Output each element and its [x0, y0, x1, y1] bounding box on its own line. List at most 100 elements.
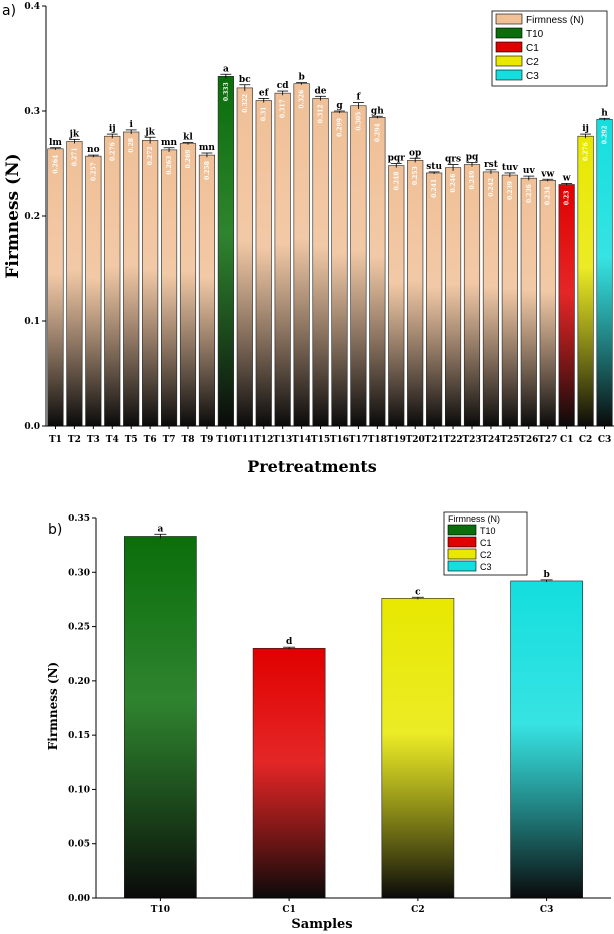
a-value-label-t14: 0.326	[299, 90, 306, 109]
panel-a-x-ticks: T1 T2 T3 T4 T5 T6 T7 T8 T9 T10 T11 T12 T13 T14 T15 T16 T…	[49, 426, 611, 445]
a-y-tick-label: 0.3	[24, 107, 40, 117]
a-value-label-t17: 0.305	[355, 112, 362, 131]
b-y-tick-label: 0.30	[68, 568, 90, 578]
a-sig-label-t17: f	[356, 93, 361, 103]
panel-b-legend-swatch-c2	[447, 548, 477, 560]
a-x-tick-label-t4: T4	[106, 435, 119, 445]
panel-b: b) a d c b 0.00 0.05 0.10 0.15 0.20 0.25 0.30 0.35…	[46, 511, 611, 932]
panel-b-label: b)	[48, 522, 62, 538]
panel-a-legend-swatch-firmness	[495, 13, 523, 25]
a-bar-t19	[388, 165, 405, 427]
panel-a-y-axis-title: Firmness (N)	[3, 153, 23, 278]
panel-b-y-ticks: 0.00 0.05 0.10 0.15 0.20 0.25 0.30 0.35	[68, 514, 96, 904]
a-y-tick-label: 0.4	[24, 2, 40, 12]
a-bar-t21	[426, 172, 443, 427]
panel-a-legend-label-c2: C2	[526, 57, 539, 68]
a-value-label-t20: 0.253	[412, 166, 419, 185]
panel-a-y-ticks: 0.0 0.1 0.2 0.3 0.4	[24, 2, 46, 432]
a-x-tick-label-t5: T5	[125, 435, 138, 445]
panel-a: a) lm 0.264 jk 0.271 no 0.257 ij 0.276 i 0.28 jk 0.…	[2, 2, 614, 476]
a-sig-label-t16: g	[336, 101, 343, 111]
a-x-tick-label-t3: T3	[87, 435, 100, 445]
a-x-tick-label-c1: C1	[560, 435, 573, 445]
a-value-label-t2: 0.271	[71, 147, 78, 166]
panel-b-x-axis-title: Samples	[291, 917, 352, 932]
a-x-tick-label-t20: T20	[406, 435, 425, 445]
a-sig-label-t4: ij	[109, 124, 116, 134]
a-x-tick-label-t18: T18	[368, 435, 387, 445]
panel-a-bars: lm 0.264 jk 0.271 no 0.257 ij 0.276 i 0.28 jk 0.272…	[47, 64, 613, 427]
a-y-tick-label: 0.0	[24, 422, 40, 432]
a-x-tick-label-t15: T15	[311, 435, 330, 445]
a-value-label-t24: 0.242	[488, 178, 495, 197]
panel-b-legend-label-c3: C3	[480, 562, 492, 572]
a-sig-label-t25: tuv	[502, 163, 519, 173]
panel-b-bars: a d c b	[124, 524, 583, 899]
a-value-label-t3: 0.257	[90, 162, 97, 181]
a-x-tick-label-t25: T25	[500, 435, 519, 445]
a-x-tick-label-t8: T8	[182, 435, 195, 445]
a-sig-label-t2: jk	[69, 129, 80, 139]
a-value-label-t21: 0.241	[431, 179, 438, 198]
a-value-label-t16: 0.299	[336, 118, 343, 137]
a-x-tick-label-t12: T12	[254, 435, 273, 445]
panel-a-legend-swatch-c1	[495, 41, 523, 53]
a-sig-label-t3: no	[87, 145, 100, 155]
a-x-tick-label-t19: T19	[387, 435, 406, 445]
a-bar-t2	[66, 141, 83, 427]
panel-a-legend-label-firmness: Firmness (N)	[526, 15, 584, 26]
a-bar-t26	[520, 177, 537, 427]
panel-a-legend-swatch-c2	[495, 55, 523, 67]
a-x-tick-label-t9: T9	[200, 435, 213, 445]
a-bar-t8	[179, 143, 197, 427]
a-sig-label-t9: mn	[199, 143, 216, 153]
a-bar-c1	[558, 184, 575, 427]
a-sig-label-t5: i	[129, 120, 133, 130]
b-y-tick-label: 0.15	[68, 731, 90, 741]
panel-b-x-ticks: T10 C1 C2 C3	[151, 898, 553, 915]
a-x-tick-label-t21: T21	[425, 435, 444, 445]
a-value-label-t22: 0.246	[450, 174, 457, 193]
a-x-tick-label-t13: T13	[273, 435, 292, 445]
panel-b-legend: Firmness (N) T10 C1 C2 C3	[443, 511, 528, 576]
a-x-tick-label-t24: T24	[481, 435, 500, 445]
panel-a-legend-label-t10: T10	[526, 29, 544, 40]
a-bar-t17	[350, 105, 367, 427]
b-x-tick-label-c3: C3	[540, 905, 553, 915]
b-y-tick-label: 0.20	[68, 677, 90, 687]
panel-b-legend-title: Firmness (N)	[448, 514, 500, 524]
panel-b-legend-swatch-c3	[447, 560, 477, 572]
a-bar-c2	[577, 135, 594, 427]
a-value-label-t12: 0.31	[261, 107, 268, 122]
a-x-tick-label-t7: T7	[163, 435, 176, 445]
a-sig-label-t20: op	[409, 148, 421, 158]
a-x-tick-label-t26: T26	[519, 435, 538, 445]
a-x-tick-label-t17: T17	[349, 435, 368, 445]
a-value-label-t6: 0.272	[147, 146, 154, 165]
a-x-tick-label-c3: C3	[598, 435, 611, 445]
a-bar-t24	[482, 171, 499, 427]
a-x-tick-label-t6: T6	[144, 435, 157, 445]
a-bar-t27	[539, 180, 556, 427]
a-value-label-t7: 0.263	[166, 156, 173, 175]
b-sig-label-c3: b	[543, 570, 549, 580]
a-y-tick-label: 0.1	[24, 317, 40, 327]
a-value-label-c2: 0.276	[583, 142, 590, 161]
a-x-tick-label-t11: T11	[235, 435, 254, 445]
a-sig-label-t14: b	[298, 73, 304, 83]
b-bar-c3	[510, 580, 583, 899]
a-sig-label-t22: qrs	[445, 155, 461, 165]
a-sig-label-t1: lm	[49, 138, 62, 148]
a-sig-label-t21: stu	[426, 162, 442, 172]
a-sig-label-c2: ij	[582, 124, 589, 134]
a-sig-label-t26: uv	[523, 166, 536, 176]
a-bar-t11	[236, 87, 253, 427]
a-x-tick-label-t2: T2	[68, 435, 81, 445]
panel-b-legend-swatch-t10	[447, 524, 477, 536]
b-bar-c2	[381, 598, 455, 899]
a-bar-t15	[312, 98, 329, 427]
panel-b-legend-swatch-c1	[447, 536, 477, 548]
a-bar-t20	[407, 160, 424, 427]
panel-a-legend-items: Firmness (N) T10 C1 C2 C3	[495, 13, 584, 82]
b-y-tick-label: 0.00	[68, 894, 90, 904]
